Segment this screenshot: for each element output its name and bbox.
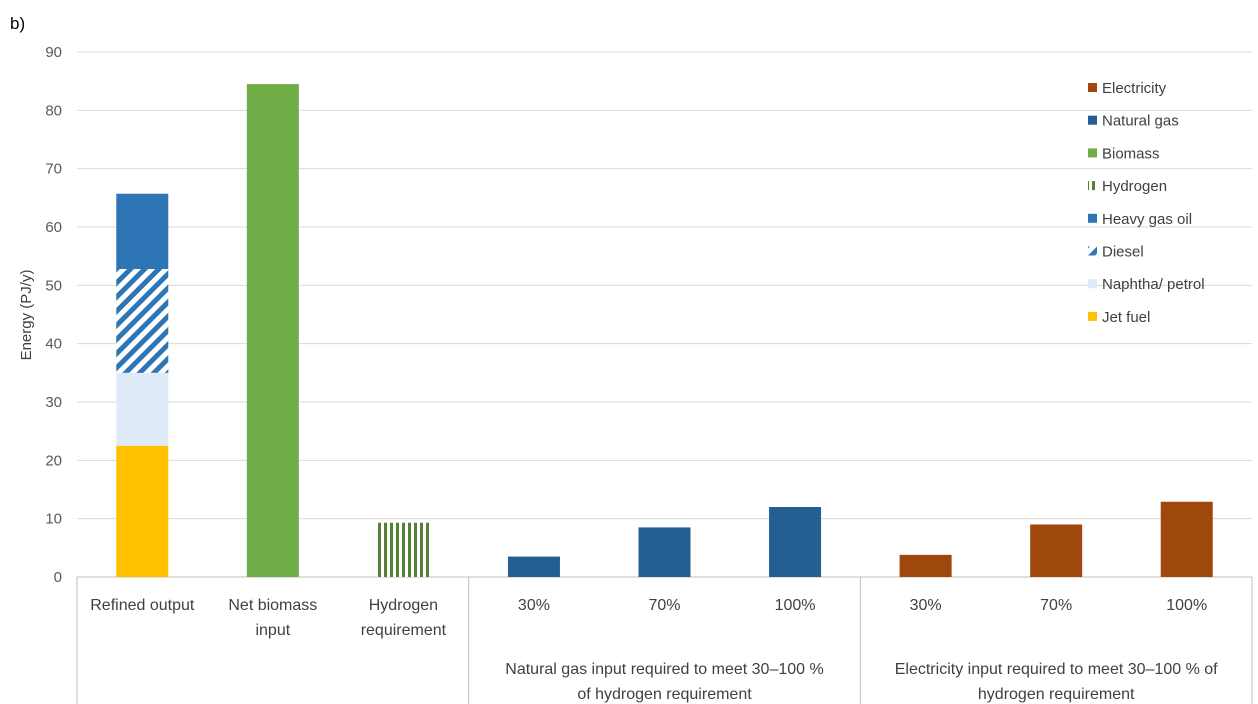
bar-natural-gas-5 bbox=[769, 507, 822, 577]
y-tick-50: 50 bbox=[45, 277, 62, 294]
legend-swatch-natural-gas bbox=[1088, 115, 1097, 125]
x-tick-label-6: 30% bbox=[910, 597, 942, 614]
y-tick-labels: 0 10 20 30 40 50 60 70 80 90 bbox=[45, 44, 62, 586]
y-tick-30: 30 bbox=[45, 394, 62, 411]
group-label-1: Electricity input required to meet 30–10… bbox=[895, 661, 1218, 678]
legend-label-hydrogen: Hydrogen bbox=[1102, 178, 1167, 195]
bar-electricity-6 bbox=[899, 554, 952, 577]
legend-swatch-diesel bbox=[1088, 246, 1097, 256]
legend-swatch-biomass bbox=[1088, 148, 1097, 158]
x-tick-label-0: Refined output bbox=[90, 597, 195, 614]
legend-label-jet-fuel: Jet fuel bbox=[1102, 309, 1150, 326]
y-tick-80: 80 bbox=[45, 102, 62, 119]
legend-swatch-naphtha-petrol bbox=[1088, 279, 1097, 289]
y-tick-70: 70 bbox=[45, 161, 62, 178]
x-tick-label-3: 30% bbox=[518, 597, 550, 614]
bar-natural-gas-3 bbox=[507, 556, 560, 577]
legend-label-natural-gas: Natural gas bbox=[1102, 113, 1179, 130]
legend-swatch-heavy-gas-oil bbox=[1088, 213, 1097, 223]
x-tick-label-4: 70% bbox=[648, 597, 680, 614]
y-tick-90: 90 bbox=[45, 44, 62, 61]
x-tick-label-1: Net biomass bbox=[228, 597, 317, 614]
legend-swatch-jet-fuel bbox=[1088, 311, 1097, 321]
x-axis: Refined output Net biomass input Hydrogen re… bbox=[76, 577, 1253, 704]
legend-label-diesel: Diesel bbox=[1102, 244, 1144, 261]
x-tick-label-1: input bbox=[255, 622, 290, 639]
bars bbox=[116, 84, 1213, 577]
legend: Electricity Natural gas Biomass Hydrogen Hea… bbox=[1088, 80, 1205, 326]
bar-diesel-0 bbox=[116, 269, 169, 373]
bar-electricity-8 bbox=[1160, 501, 1213, 577]
bar-electricity-7 bbox=[1030, 524, 1083, 577]
legend-label-naphtha-petrol: Naphtha/ petrol bbox=[1102, 276, 1205, 293]
y-tick-40: 40 bbox=[45, 336, 62, 353]
y-tick-20: 20 bbox=[45, 452, 62, 469]
bar-hydrogen-2 bbox=[377, 522, 430, 577]
legend-label-electricity: Electricity bbox=[1102, 80, 1167, 97]
group-label-0: of hydrogen requirement bbox=[577, 686, 752, 703]
bar-jet-fuel-0 bbox=[116, 445, 169, 577]
legend-label-heavy-gas-oil: Heavy gas oil bbox=[1102, 211, 1192, 228]
x-tick-label-2: Hydrogen bbox=[369, 597, 438, 614]
legend-swatch-hydrogen bbox=[1088, 181, 1097, 191]
bar-heavy-gas-oil-0 bbox=[116, 193, 169, 269]
bar-biomass-1 bbox=[246, 84, 299, 577]
y-tick-60: 60 bbox=[45, 219, 62, 236]
group-label-1: hydrogen requirement bbox=[978, 686, 1135, 703]
x-tick-label-7: 70% bbox=[1040, 597, 1072, 614]
x-tick-label-8: 100% bbox=[1166, 597, 1207, 614]
panel-label: b) bbox=[10, 14, 25, 33]
y-tick-10: 10 bbox=[45, 511, 62, 528]
bar-naphtha-petrol-0 bbox=[116, 372, 169, 446]
bar-natural-gas-4 bbox=[638, 527, 691, 577]
legend-label-biomass: Biomass bbox=[1102, 145, 1160, 162]
x-tick-label-2: requirement bbox=[361, 622, 447, 639]
legend-swatch-electricity bbox=[1088, 83, 1097, 92]
y-tick-0: 0 bbox=[54, 569, 62, 586]
group-label-0: Natural gas input required to meet 30–10… bbox=[505, 661, 823, 678]
x-tick-label-5: 100% bbox=[775, 597, 816, 614]
y-axis-title: Energy (PJ/y) bbox=[18, 270, 35, 361]
